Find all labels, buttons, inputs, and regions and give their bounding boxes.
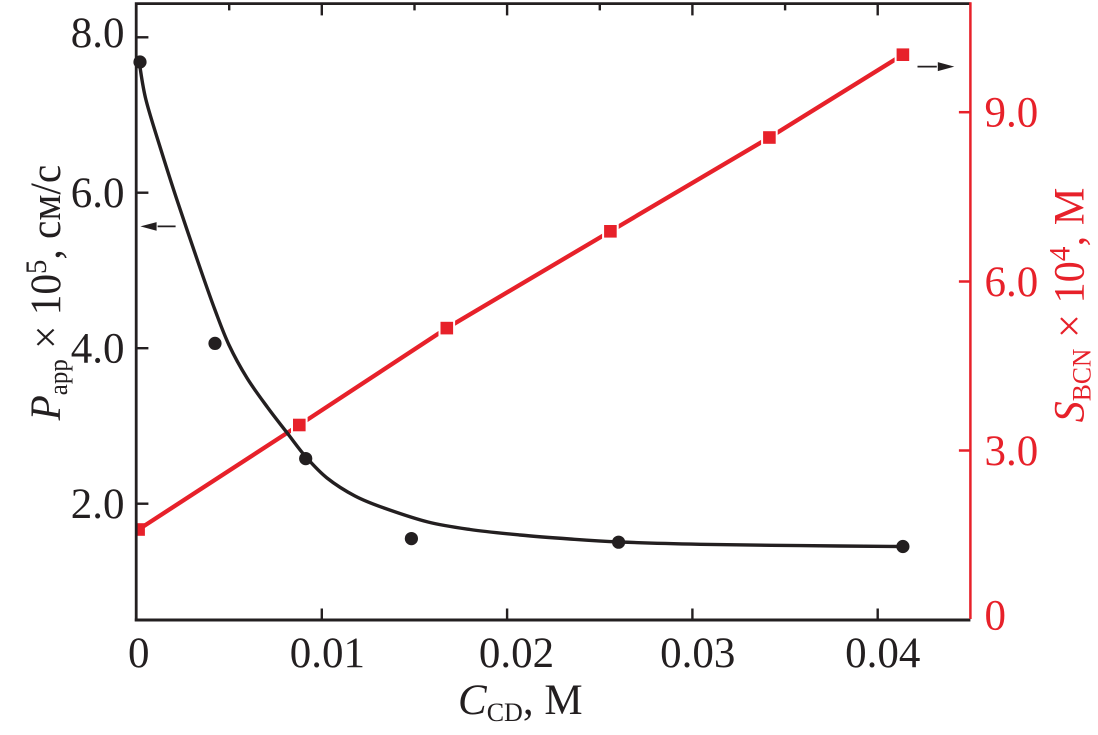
svg-text:0.02: 0.02: [479, 630, 554, 677]
svg-text:0: 0: [985, 592, 1007, 639]
svg-text:4.0: 4.0: [71, 326, 125, 373]
svg-text:SBCN × 104, М: SBCN × 104, М: [1043, 188, 1096, 423]
svg-text:CCD, М: CCD, М: [458, 677, 583, 727]
svg-text:9.0: 9.0: [985, 90, 1039, 137]
svg-text:6.0: 6.0: [71, 170, 125, 217]
svg-text:8.0: 8.0: [71, 10, 125, 57]
svg-text:Papp × 105, см/с: Papp × 105, см/с: [20, 165, 73, 422]
svg-text:2.0: 2.0: [71, 481, 125, 528]
svg-text:0.03: 0.03: [660, 630, 735, 677]
svg-text:0.04: 0.04: [845, 630, 920, 677]
svg-text:0.01: 0.01: [290, 630, 365, 677]
svg-text:0: 0: [128, 630, 150, 677]
svg-text:3.0: 3.0: [985, 428, 1039, 475]
svg-text:6.0: 6.0: [985, 259, 1039, 306]
